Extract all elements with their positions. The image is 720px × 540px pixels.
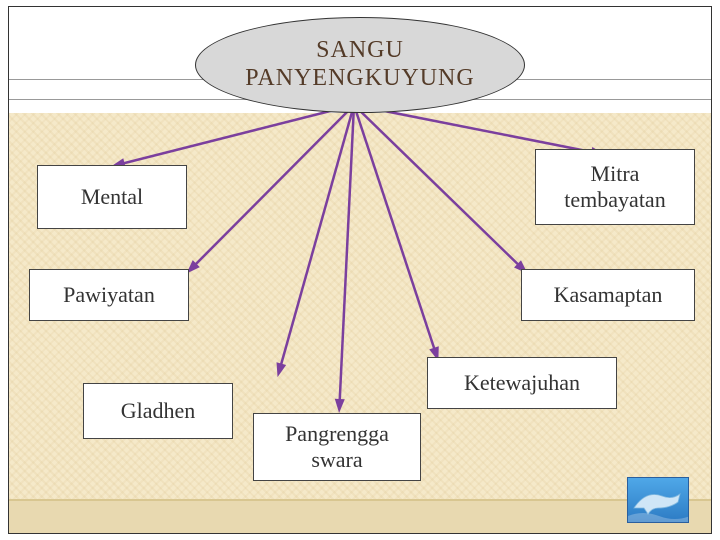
node-pawiyatan-label: Pawiyatan — [63, 282, 155, 308]
node-ketewajuhan: Ketewajuhan — [427, 357, 617, 409]
node-mitra: Mitra tembayatan — [535, 149, 695, 225]
node-pangrengga-label: Pangrengga swara — [285, 421, 389, 473]
node-gladhen-label: Gladhen — [121, 398, 196, 424]
node-pangrengga: Pangrengga swara — [253, 413, 421, 481]
dolphin-icon — [627, 477, 689, 523]
node-mental-label: Mental — [81, 184, 143, 210]
title-ellipse: SANGU PANYENGKUYUNG — [195, 17, 525, 113]
title-line1: SANGU — [316, 37, 404, 63]
node-kasamaptan: Kasamaptan — [521, 269, 695, 321]
node-mental: Mental — [37, 165, 187, 229]
slide-frame: SANGU PANYENGKUYUNG Mental Mitra tembayat… — [8, 6, 712, 534]
node-pawiyatan: Pawiyatan — [29, 269, 189, 321]
node-mitra-label: Mitra tembayatan — [564, 161, 665, 213]
title-line2: PANYENGKUYUNG — [245, 65, 474, 91]
node-gladhen: Gladhen — [83, 383, 233, 439]
title-text: SANGU PANYENGKUYUNG — [235, 37, 484, 92]
footer-strip — [9, 499, 711, 533]
node-ketewajuhan-label: Ketewajuhan — [464, 370, 580, 396]
node-kasamaptan-label: Kasamaptan — [554, 282, 663, 308]
